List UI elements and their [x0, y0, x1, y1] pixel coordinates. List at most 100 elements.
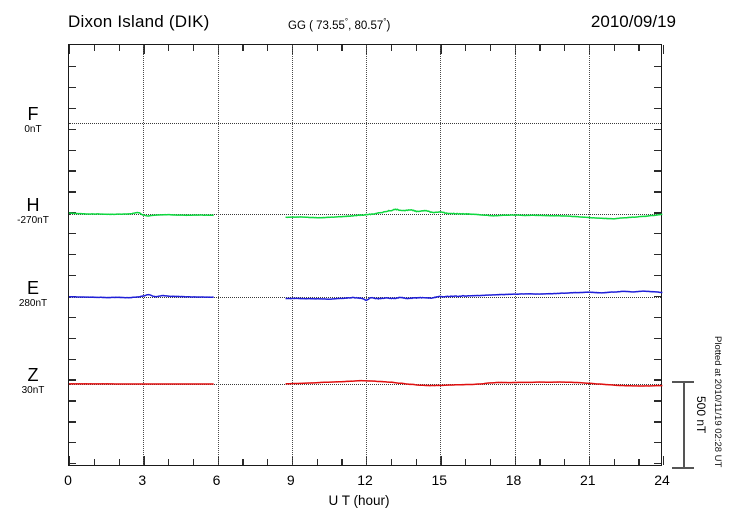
trace-h-segment-1: [68, 211, 214, 217]
x-tick-bottom: [539, 459, 541, 465]
grid-line-vertical: [291, 45, 293, 465]
y-tick-right: [654, 463, 661, 465]
y-tick-left: [69, 191, 76, 193]
x-tick-label-0: 0: [64, 472, 72, 488]
channel-label-f: F 0nT: [2, 105, 64, 136]
x-tick-label-15: 15: [431, 472, 448, 488]
trace-e-segment-2: [285, 290, 663, 302]
channel-name-e: E: [26, 278, 39, 298]
x-tick-bottom: [118, 459, 120, 465]
baseline-e: [69, 297, 661, 298]
coords-prefix: GG ( 73.55: [288, 19, 345, 32]
channel-label-h: H -270nT: [2, 196, 64, 227]
geographic-coordinates: GG ( 73.55°, 80.57°): [288, 17, 390, 32]
y-tick-left: [69, 463, 76, 465]
channel-baseline-e: 280nT: [18, 298, 48, 309]
x-tick-bottom: [242, 459, 244, 465]
grid-line-vertical: [366, 45, 367, 465]
x-tick-bottom: [638, 459, 640, 465]
y-tick-right: [654, 358, 661, 360]
y-tick-left: [69, 421, 76, 423]
x-tick-top: [242, 45, 244, 51]
x-tick-label-12: 12: [357, 472, 373, 488]
coords-suffix: ): [386, 19, 391, 32]
trace-canvas: [68, 208, 663, 387]
y-tick-right: [654, 233, 661, 235]
page-title: Dixon Island (DIK): [68, 12, 210, 31]
x-tick-label-21: 21: [579, 472, 596, 488]
x-tick-top: [118, 45, 120, 51]
x-tick-label-6: 6: [212, 472, 221, 488]
scale-bar-cap-top: [672, 381, 694, 383]
x-tick-top: [341, 45, 343, 51]
y-tick-right: [654, 421, 661, 423]
y-tick-right: [654, 337, 661, 339]
y-tick-left: [69, 107, 76, 110]
y-tick-left: [69, 442, 76, 444]
channel-label-e: E 280nT: [2, 279, 64, 310]
y-tick-left: [69, 149, 76, 151]
y-tick-right: [654, 274, 661, 277]
y-tick-right: [654, 316, 661, 319]
y-tick-left: [69, 65, 76, 68]
x-tick-top: [539, 45, 541, 51]
x-tick-bottom: [341, 459, 343, 465]
baseline-f: [69, 123, 661, 124]
scale-bar: [672, 381, 694, 469]
x-tick-label-24: 24: [654, 472, 670, 488]
scale-bar-cap-bottom: [672, 467, 694, 469]
x-tick-bottom: [267, 459, 269, 465]
plot-frame: [68, 44, 665, 466]
grid-line-vertical: [514, 45, 516, 465]
x-tick-top: [663, 45, 665, 54]
y-tick-right: [654, 65, 661, 68]
x-tick-label-9: 9: [286, 472, 295, 488]
channel-name-f: F: [27, 104, 39, 124]
channel-baseline-z: 30nT: [21, 385, 45, 396]
x-tick-label-3: 3: [138, 472, 147, 488]
y-tick-right: [654, 442, 661, 444]
y-tick-left: [69, 233, 76, 235]
y-tick-right: [654, 128, 661, 130]
y-tick-left: [69, 337, 76, 339]
x-tick-top: [69, 45, 71, 54]
y-tick-right: [654, 212, 661, 214]
y-tick-right: [654, 170, 661, 172]
x-tick-top: [168, 45, 170, 51]
channel-baseline-f: 0nT: [24, 124, 42, 135]
baseline-z: [69, 384, 661, 385]
y-tick-right: [654, 191, 661, 193]
y-tick-left: [69, 86, 76, 89]
degree-symbol-lon: °: [383, 17, 387, 26]
x-tick-bottom: [613, 459, 615, 465]
grid-line-vertical: [143, 45, 145, 465]
x-tick-top: [638, 45, 640, 51]
x-tick-bottom: [316, 459, 318, 465]
y-tick-left: [69, 379, 76, 381]
y-tick-right: [654, 254, 661, 256]
scale-bar-label: 500 nT: [694, 396, 708, 434]
channel-name-h: H: [26, 195, 40, 215]
x-tick-bottom: [390, 459, 393, 465]
x-tick-top: [489, 45, 492, 51]
x-tick-top: [465, 45, 467, 51]
x-axis-title: U T (hour): [328, 493, 390, 508]
scale-bar-line: [683, 381, 685, 469]
y-tick-right: [654, 400, 661, 402]
x-tick-bottom: [465, 459, 467, 465]
x-tick-top: [93, 45, 96, 51]
y-tick-right: [654, 295, 661, 298]
degree-symbol-lat: °: [344, 17, 349, 26]
y-tick-right: [654, 379, 661, 381]
trace-h-segment-2: [285, 208, 663, 220]
x-tick-top: [564, 45, 566, 51]
x-tick-bottom: [93, 459, 96, 465]
grid-line-vertical: [588, 45, 590, 465]
y-tick-left: [69, 170, 76, 172]
y-tick-right: [654, 86, 661, 89]
x-tick-bottom: [415, 459, 417, 465]
x-tick-top: [415, 45, 417, 51]
x-tick-bottom: [168, 459, 170, 465]
x-tick-bottom: [564, 459, 566, 465]
